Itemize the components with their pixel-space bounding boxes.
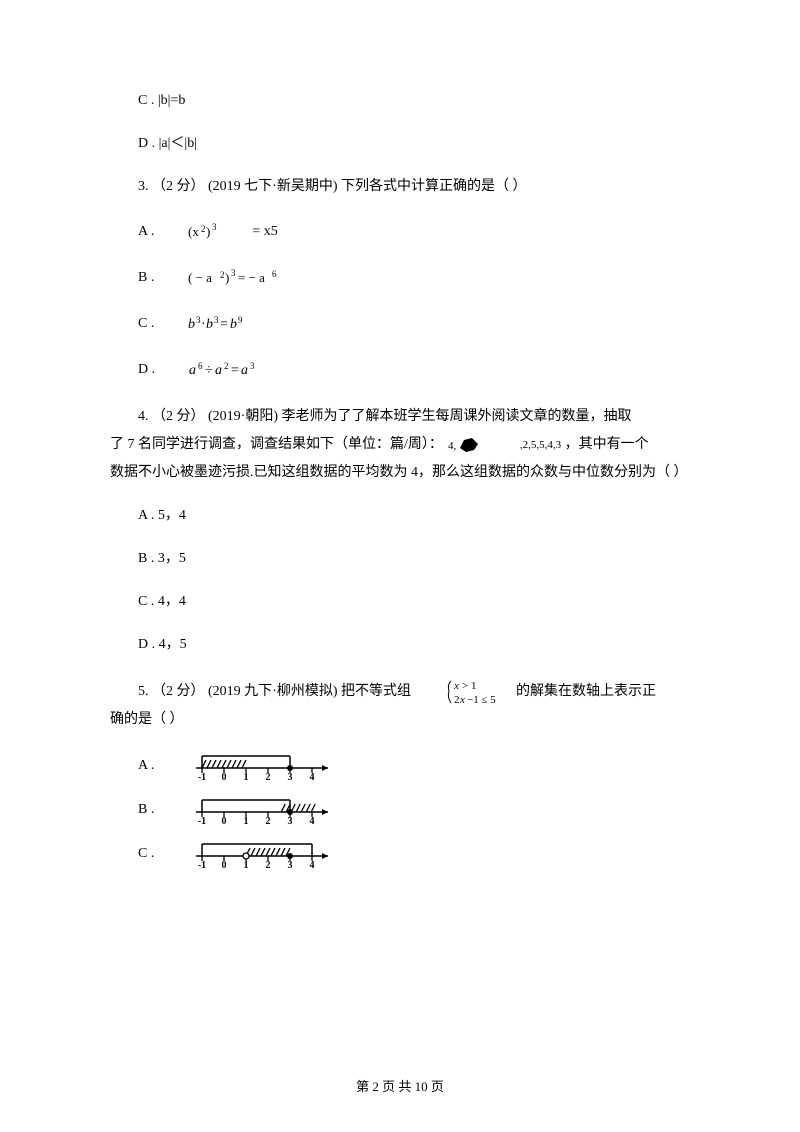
ink-smudge-icon: 4, xyxy=(446,431,516,459)
q3-optb-prefix: B . xyxy=(110,267,154,288)
math-neg-a2-cubed-icon: ( − a 2 ) 3 = − a 6 xyxy=(160,265,280,289)
q4-stem-2c: ,2,5,5,4,3 xyxy=(520,439,561,451)
svg-text:9: 9 xyxy=(238,315,243,325)
q3-option-a: A . (x 2 ) 3 = x5 xyxy=(110,219,690,243)
svg-text:=: = xyxy=(220,317,228,332)
q5-option-c: C . -1 0 1 2 3 4 xyxy=(110,838,690,868)
svg-text:3: 3 xyxy=(214,315,219,325)
svg-text:1: 1 xyxy=(244,860,249,868)
svg-text:4: 4 xyxy=(310,816,315,824)
svg-text:2: 2 xyxy=(201,224,206,234)
svg-text:0: 0 xyxy=(222,816,227,824)
svg-text:-1: -1 xyxy=(198,772,206,780)
svg-text:6: 6 xyxy=(272,269,277,279)
q4-optd-text: D . 4，5 xyxy=(110,634,187,655)
q2-option-d: D . |a|＜|b| xyxy=(110,133,690,154)
svg-text:a: a xyxy=(215,363,222,378)
q4-stem-1a: 4. （2 分） (2019·朝阳) 李老师为了了解本班学生每周课外阅读文章的数… xyxy=(138,409,632,424)
svg-text:(x: (x xyxy=(188,224,199,239)
svg-text:4,: 4, xyxy=(448,440,457,452)
q5-opta-label: A . xyxy=(110,755,154,776)
svg-text:-1: -1 xyxy=(198,816,206,824)
q4-option-b: B . 3，5 xyxy=(110,548,690,569)
svg-text:3: 3 xyxy=(288,816,293,824)
q3-stem-text: 3. （2 分） (2019 七下·新吴期中) 下列各式中计算正确的是（ ） xyxy=(138,179,527,194)
inequality-system-icon: x > 1 2 x −1 ≤ 5 xyxy=(417,677,511,707)
q3-option-c: C . b 3 · b 3 = b 9 xyxy=(110,311,690,335)
svg-text:3: 3 xyxy=(288,860,293,868)
svg-text:0: 0 xyxy=(222,860,227,868)
q4-opta-text: A . 5，4 xyxy=(110,505,186,526)
q5-stem-b: 的解集在数轴上表示正 xyxy=(516,684,656,699)
q4-option-a: A . 5，4 xyxy=(110,505,690,526)
svg-text:x: x xyxy=(453,680,459,692)
math-a6-div-a2-icon: a 6 ÷ a 2 = a 3 xyxy=(161,357,269,381)
q2-optd-text: D . |a|＜|b| xyxy=(110,133,197,154)
q3-stem: 3. （2 分） (2019 七下·新吴期中) 下列各式中计算正确的是（ ） xyxy=(110,176,690,197)
svg-text:-1: -1 xyxy=(198,860,206,868)
svg-text:b: b xyxy=(230,317,237,332)
q4-stem-3: 数据不小心被墨迹污损.已知这组数据的平均数为 4，那么这组数据的众数与中位数分别… xyxy=(110,465,688,480)
svg-text:4: 4 xyxy=(310,772,315,780)
numberline-b-icon: -1 0 1 2 3 4 xyxy=(162,794,336,824)
q5-optc-label: C . xyxy=(110,843,154,864)
q5-stem: 5. （2 分） (2019 九下·柳州模拟) 把不等式组 x > 1 2 x … xyxy=(110,677,690,732)
q4-stem-2d: ，其中有一个 xyxy=(565,437,649,452)
q3-optd-prefix: D . xyxy=(110,359,155,380)
svg-text:a: a xyxy=(241,363,248,378)
svg-text:= − a: = − a xyxy=(238,270,265,285)
q4-optb-text: B . 3，5 xyxy=(110,548,186,569)
svg-text:3: 3 xyxy=(250,361,255,371)
svg-text:3: 3 xyxy=(212,222,217,232)
q4-stem-2a: 了 7 名同学进行调查，调查结果如下（单位：篇/周）： xyxy=(110,437,443,452)
svg-text:3: 3 xyxy=(231,268,236,278)
q4-option-d: D . 4，5 xyxy=(110,634,690,655)
q3-opta-prefix: A . xyxy=(110,221,154,242)
svg-text:1: 1 xyxy=(244,772,249,780)
svg-text:3: 3 xyxy=(288,772,293,780)
svg-text:2: 2 xyxy=(220,270,225,280)
q3-optc-prefix: C . xyxy=(110,313,154,334)
svg-text:b: b xyxy=(188,317,195,332)
q5-option-b: B . -1 0 1 2 3 4 xyxy=(110,794,690,824)
q2-optc-text: C . |b|=b xyxy=(110,90,185,111)
svg-text:÷: ÷ xyxy=(205,363,213,378)
q5-option-a: A . -1 0 1 2 3 4 xyxy=(110,750,690,780)
svg-text:1: 1 xyxy=(244,816,249,824)
math-x2-cubed-icon: (x 2 ) 3 xyxy=(160,219,222,243)
svg-text:> 1: > 1 xyxy=(462,680,476,692)
svg-text:b: b xyxy=(206,317,213,332)
q3-option-b: B . ( − a 2 ) 3 = − a 6 xyxy=(110,265,690,289)
svg-text:): ) xyxy=(225,270,229,285)
q4-option-c: C . 4，4 xyxy=(110,591,690,612)
q3-opta-suffix: = x5 xyxy=(224,221,277,242)
svg-text:6: 6 xyxy=(198,361,203,371)
svg-text:−1 ≤ 5: −1 ≤ 5 xyxy=(467,694,496,706)
q5-optb-label: B . xyxy=(110,799,154,820)
svg-text:2: 2 xyxy=(454,694,460,706)
svg-text:2: 2 xyxy=(224,361,229,371)
q4-optc-text: C . 4，4 xyxy=(110,591,186,612)
math-b3b3-icon: b 3 · b 3 = b 9 xyxy=(160,311,258,335)
page-footer: 第 2 页 共 10 页 xyxy=(0,1077,800,1097)
q2-option-c: C . |b|=b xyxy=(110,90,690,111)
svg-text:( − a: ( − a xyxy=(188,270,212,285)
svg-text:=: = xyxy=(231,363,239,378)
svg-text:): ) xyxy=(206,224,210,239)
svg-text:2: 2 xyxy=(266,772,271,780)
svg-text:0: 0 xyxy=(222,772,227,780)
q3-option-d: D . a 6 ÷ a 2 = a 3 xyxy=(110,357,690,381)
svg-text:·: · xyxy=(201,317,206,332)
q5-stem-a: 5. （2 分） (2019 九下·柳州模拟) 把不等式组 xyxy=(138,684,411,699)
svg-text:2: 2 xyxy=(266,860,271,868)
footer-text: 第 2 页 共 10 页 xyxy=(356,1079,444,1094)
q4-stem: 4. （2 分） (2019·朝阳) 李老师为了了解本班学生每周课外阅读文章的数… xyxy=(110,403,690,487)
svg-text:2: 2 xyxy=(266,816,271,824)
numberline-a-icon: -1 0 1 2 3 4 xyxy=(162,750,336,780)
q5-stem-2: 确的是（ ） xyxy=(110,712,184,727)
svg-text:4: 4 xyxy=(310,860,315,868)
svg-text:x: x xyxy=(459,694,465,706)
svg-text:a: a xyxy=(189,363,196,378)
numberline-c-icon: -1 0 1 2 3 4 xyxy=(162,838,336,868)
